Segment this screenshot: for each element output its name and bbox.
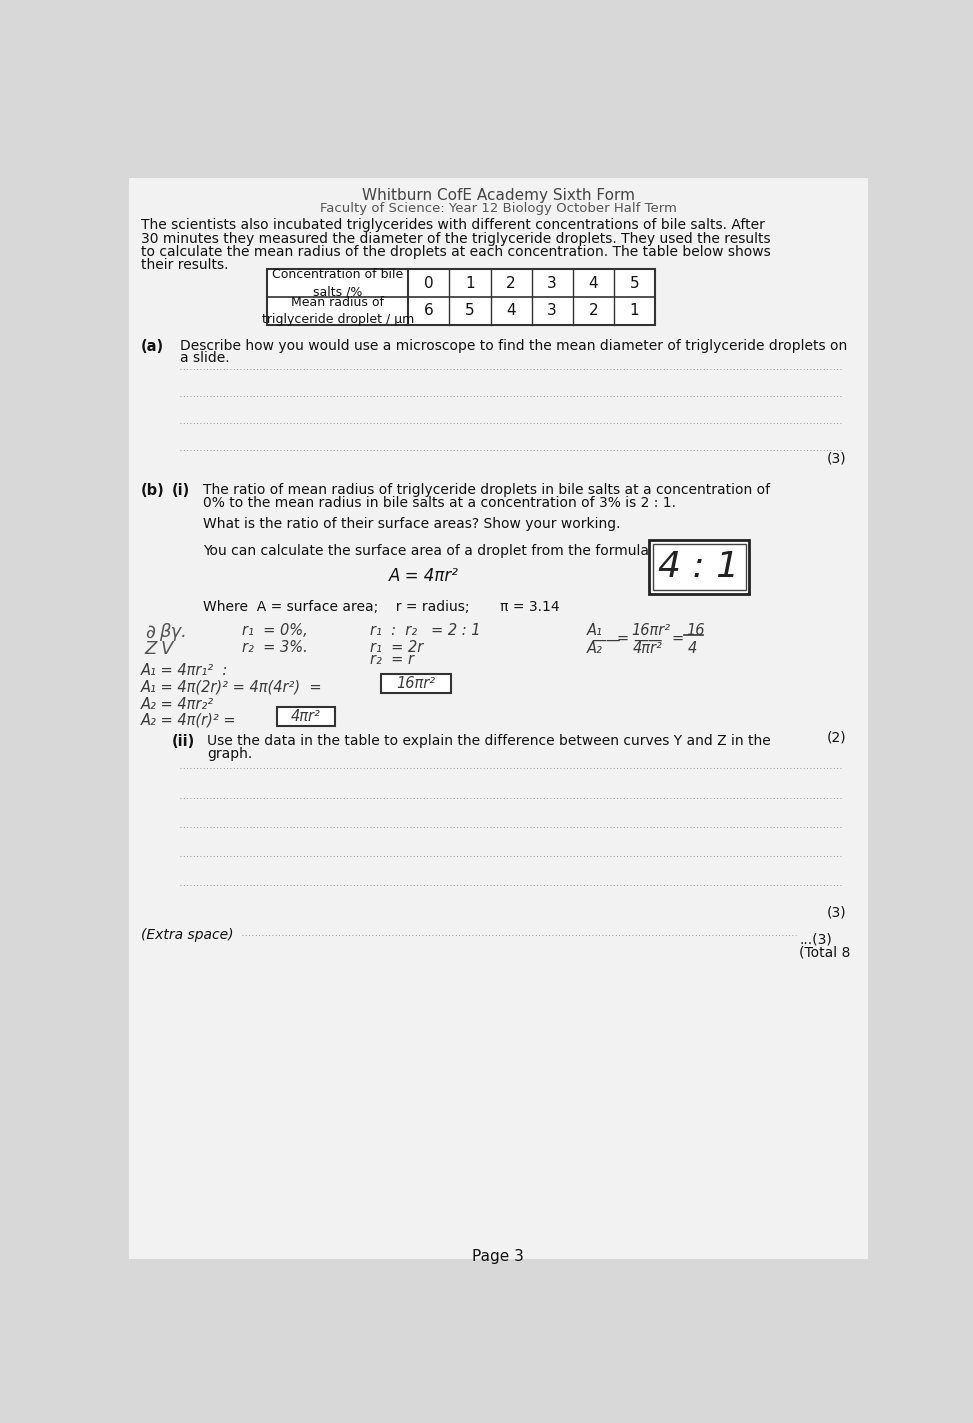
Text: (3): (3) [827,453,847,465]
Text: 16πr²: 16πr² [631,623,670,638]
Text: 6: 6 [424,303,434,319]
Text: A₂ = 4πr₂²: A₂ = 4πr₂² [141,697,214,712]
Text: Concentration of bile
salts /%: Concentration of bile salts /% [272,268,404,299]
Text: (Total 8: (Total 8 [799,945,850,959]
Bar [268,269,655,324]
Text: 4πr²: 4πr² [291,709,321,724]
Text: Whitburn CofE Academy Sixth Form: Whitburn CofE Academy Sixth Form [362,188,634,202]
Text: A₁: A₁ [587,623,602,638]
Text: =: = [616,630,629,646]
Text: 3: 3 [547,303,557,319]
Text: their results.: their results. [141,258,229,272]
Bar [268,269,655,324]
Text: (b): (b) [141,484,164,498]
Text: 0% to the mean radius in bile salts at a concentration of 3% is 2 : 1.: 0% to the mean radius in bile salts at a… [203,495,676,509]
Text: r₂  = 3%.: r₂ = 3%. [241,640,307,655]
Text: r₁  :  r₂   = 2 : 1: r₁ : r₂ = 2 : 1 [370,623,480,638]
Text: 4: 4 [506,303,516,319]
Text: ——: —— [633,633,663,647]
Text: (3): (3) [827,905,847,919]
Text: A = 4πr²: A = 4πr² [389,568,459,585]
Text: 16πr²: 16πr² [397,676,436,692]
Text: (a): (a) [141,339,164,354]
Text: A₂ = 4π(r)² =: A₂ = 4π(r)² = [141,712,236,727]
Text: 4: 4 [589,276,598,290]
Bar [276,707,335,726]
Text: A₁ = 4π(2r)² = 4π(4r²)  =: A₁ = 4π(2r)² = 4π(4r²) = [141,680,323,694]
Text: What is the ratio of their surface areas? Show your working.: What is the ratio of their surface areas… [203,517,621,531]
Text: Use the data in the table to explain the difference between curves Y and Z in th: Use the data in the table to explain the… [207,734,771,748]
Text: You can calculate the surface area of a droplet from the formula: You can calculate the surface area of a … [203,544,649,558]
Text: The ratio of mean radius of triglyceride droplets in bile salts at a concentrati: The ratio of mean radius of triglyceride… [203,484,770,498]
Text: 4πr²: 4πr² [633,642,663,656]
Text: Faculty of Science: Year 12 Biology October Half Term: Faculty of Science: Year 12 Biology Octo… [320,202,676,215]
Text: (Extra space): (Extra space) [141,928,234,942]
Text: 2: 2 [506,276,516,290]
Text: Where  A = surface area;    r = radius;       π = 3.14: Where A = surface area; r = radius; π = … [203,599,559,613]
Text: =: = [672,630,684,646]
Text: 4: 4 [687,642,697,656]
Text: 5: 5 [630,276,639,290]
Text: ∂: ∂ [145,623,155,642]
Text: 1: 1 [465,276,475,290]
Text: A₂: A₂ [587,642,602,656]
Text: r₁  = 2r: r₁ = 2r [370,640,423,655]
Text: 3: 3 [547,276,557,290]
Text: (i): (i) [172,484,191,498]
Text: βγ.: βγ. [159,623,187,640]
Text: The scientists also incubated triglycerides with different concentrations of bil: The scientists also incubated triglyceri… [141,219,765,232]
Text: ...(3): ...(3) [800,932,833,946]
Text: V: V [161,640,173,657]
Text: A₁ = 4πr₁²  :: A₁ = 4πr₁² : [141,663,229,677]
Text: (2): (2) [827,730,847,744]
Bar [649,541,749,595]
Text: a slide.: a slide. [180,351,230,364]
Text: graph.: graph. [207,747,252,761]
Text: r₁  = 0%,: r₁ = 0%, [241,623,307,638]
Text: 0: 0 [424,276,434,290]
Text: Z: Z [145,640,158,657]
Text: Mean radius of
triglyceride droplet / μm: Mean radius of triglyceride droplet / μm [262,296,414,326]
Bar [653,544,745,591]
Text: 1: 1 [630,303,639,319]
Bar [381,675,451,693]
Text: 30 minutes they measured the diameter of the triglyceride droplets. They used th: 30 minutes they measured the diameter of… [141,232,771,246]
Text: 5: 5 [465,303,475,319]
Text: ——: —— [592,633,621,647]
Text: Describe how you would use a microscope to find the mean diameter of triglycerid: Describe how you would use a microscope … [180,339,847,353]
Text: to calculate the mean radius of the droplets at each concentration. The table be: to calculate the mean radius of the drop… [141,245,771,259]
Text: 2: 2 [589,303,598,319]
Text: (ii): (ii) [172,734,196,750]
Text: 16: 16 [686,623,704,638]
Text: Page 3: Page 3 [472,1249,524,1264]
Text: 4 : 1: 4 : 1 [659,551,739,585]
Text: r₂  = r: r₂ = r [370,652,414,667]
